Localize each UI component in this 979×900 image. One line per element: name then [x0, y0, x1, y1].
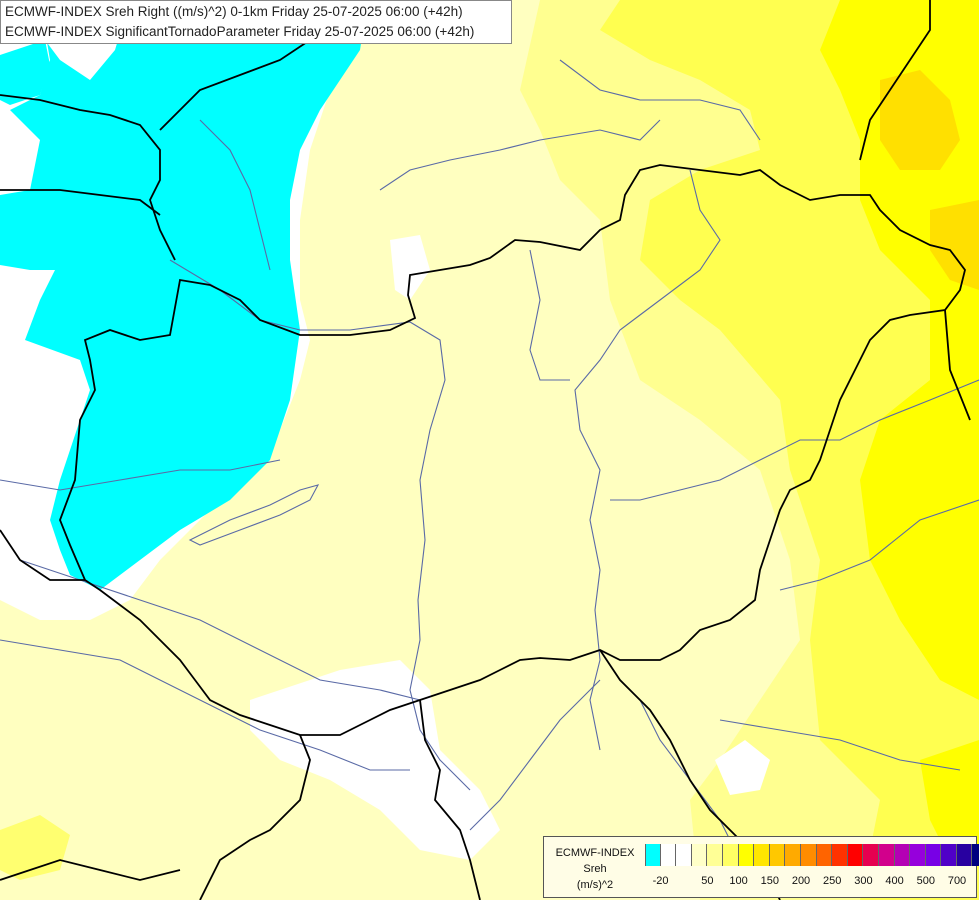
river-south-1 [469, 679, 601, 831]
fill-cyan-northwest [0, 40, 50, 105]
map-title-line-1: ECMWF-INDEX Sreh Right ((m/s)^2) 0-1km F… [5, 4, 463, 19]
legend-swatch [863, 844, 879, 866]
fill-gold-east [930, 200, 979, 290]
border-southwest-2 [199, 734, 311, 900]
legend-tick-label: -20 [652, 875, 669, 887]
legend-swatch [738, 844, 755, 866]
legend-tick-label: 400 [885, 875, 904, 887]
fill-white-southeast [715, 740, 770, 795]
legend-swatches [645, 844, 979, 866]
legend-swatch [785, 844, 801, 866]
river-northwest [199, 119, 271, 271]
river-southeast [719, 719, 961, 771]
legend-swatch [972, 844, 979, 866]
legend-swatch [910, 844, 926, 866]
border-hungary [59, 164, 966, 736]
legend-swatch [847, 844, 864, 866]
border-southwest [0, 529, 85, 581]
legend-tick-label: 50 [701, 875, 714, 887]
legend-tick-label: 100 [729, 875, 748, 887]
river-central [529, 249, 570, 381]
legend-tick-label: 150 [760, 875, 779, 887]
legend-swatch [878, 844, 895, 866]
legend-swatch [676, 844, 692, 866]
legend-swatch [754, 844, 770, 866]
rivers [0, 59, 979, 861]
fill-yellow-south [920, 740, 979, 860]
legend-swatch [769, 844, 786, 866]
river-east-2 [779, 499, 979, 591]
border-south-1 [419, 699, 481, 900]
river-north-2 [559, 59, 761, 141]
legend-swatch [832, 844, 848, 866]
river-lake-outline [188, 484, 320, 546]
legend-swatch [707, 844, 723, 866]
legend-swatch [816, 844, 833, 866]
river-east-1 [610, 379, 979, 501]
legend-tick-label: 200 [791, 875, 811, 887]
fill-light-southwest [0, 815, 70, 880]
fill-cyan-negative [0, 0, 368, 590]
fill-yellow-east [820, 0, 979, 700]
legend-tick-label: 700 [947, 875, 967, 887]
legend-tick-label: 500 [916, 875, 935, 887]
legend-swatch [660, 844, 677, 866]
river-danube [169, 259, 471, 791]
map-title-box: ECMWF-INDEX Sreh Right ((m/s)^2) 0-1km F… [0, 0, 512, 44]
border-west [0, 189, 161, 216]
legend-swatch [722, 844, 739, 866]
river-tisza [574, 169, 721, 751]
river-west [0, 459, 281, 491]
fill-white-north-pocket [390, 235, 430, 300]
border-southwest-3 [0, 859, 181, 881]
legend-swatch [956, 844, 973, 866]
border-east [944, 309, 971, 421]
river-north [379, 119, 661, 191]
border-northeast [859, 0, 931, 161]
river-sava [0, 639, 410, 771]
legend-tick-label: 250 [823, 875, 842, 887]
map-title-line-2: ECMWF-INDEX SignificantTornadoParameter … [5, 24, 475, 39]
legend-swatch [645, 844, 661, 866]
legend-title-line-2: Sreh [583, 863, 607, 875]
legend-tick-label: 300 [854, 875, 873, 887]
legend-title-line-3: (m/s)^2 [576, 879, 614, 891]
legend-swatch [941, 844, 957, 866]
fill-white-south [250, 660, 500, 860]
legend: ECMWF-INDEX Sreh (m/s)^2 -20 50 100 150 200 2… [543, 836, 979, 898]
border-north [0, 94, 176, 261]
fill-gold-northeast [880, 70, 960, 170]
legend-swatch [800, 844, 817, 866]
legend-swatch [925, 844, 942, 866]
legend-title-line-1: ECMWF-INDEX [555, 847, 635, 859]
legend-swatch [691, 844, 708, 866]
legend-swatch [894, 844, 911, 866]
